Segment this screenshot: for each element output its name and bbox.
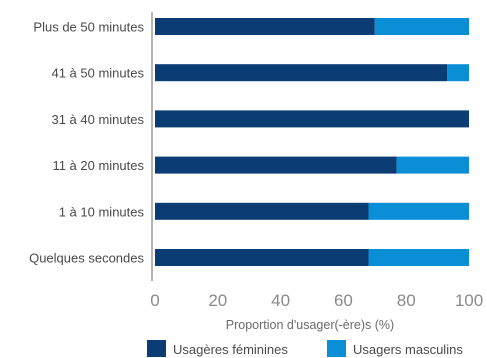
bar-female-3 xyxy=(155,156,397,174)
x-tick-60: 60 xyxy=(334,291,353,310)
bars-group xyxy=(155,18,469,266)
bar-male-1 xyxy=(447,64,469,82)
x-tick-40: 40 xyxy=(271,291,290,310)
bar-female-0 xyxy=(155,18,375,35)
bar-female-1 xyxy=(155,64,448,82)
bar-male-3 xyxy=(396,156,469,174)
bar-male-4 xyxy=(368,202,469,220)
legend-swatch-0 xyxy=(147,340,166,357)
bar-male-0 xyxy=(374,18,469,35)
x-tick-0: 0 xyxy=(150,291,159,310)
x-axis-title: Proportion d'usager(-ère)s (%) xyxy=(226,318,394,332)
bar-female-5 xyxy=(155,249,369,266)
bar-female-4 xyxy=(155,202,369,220)
category-label-2: 31 à 40 minutes xyxy=(51,112,144,127)
x-tick-80: 80 xyxy=(397,291,416,310)
x-tick-labels: 0 20 40 60 80 100 xyxy=(150,291,483,310)
bar-male-5 xyxy=(368,249,469,266)
category-label-5: Quelques secondes xyxy=(29,251,144,266)
legend: Usagères féminines Usagers masculins xyxy=(147,340,463,357)
category-label-1: 41 à 50 minutes xyxy=(51,66,144,81)
category-labels: Plus de 50 minutes 41 à 50 minutes 31 à 40… xyxy=(29,20,144,266)
bar-female-2 xyxy=(155,110,469,128)
legend-label-0: Usagères féminines xyxy=(173,342,288,357)
category-label-0: Plus de 50 minutes xyxy=(33,20,144,35)
x-tick-20: 20 xyxy=(208,291,227,310)
x-tick-100: 100 xyxy=(455,291,483,310)
legend-swatch-1 xyxy=(327,340,346,357)
category-label-3: 11 à 20 minutes xyxy=(52,158,144,173)
legend-label-1: Usagers masculins xyxy=(353,342,463,357)
category-label-4: 1 à 10 minutes xyxy=(59,204,145,219)
